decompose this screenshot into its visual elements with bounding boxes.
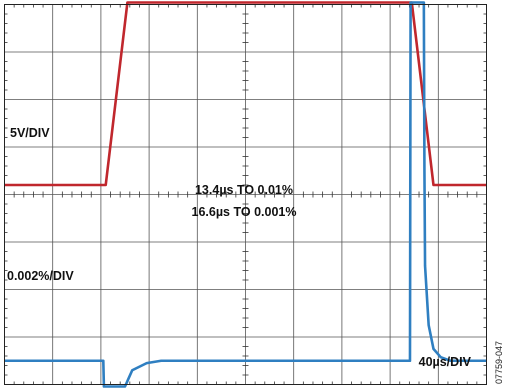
plot-frame: [4, 4, 487, 385]
graticule: [4, 4, 487, 385]
traces: [4, 1, 487, 388]
lower-channel-scale-label: 0.002%/DIV: [7, 269, 74, 283]
upper-trace: [4, 1, 487, 187]
settling-annotation-2: 16.6µs TO 0.001%: [192, 205, 297, 219]
figure-id: 07759-047: [494, 341, 504, 384]
settling-annotation-1: 13.4µs TO 0.01%: [195, 183, 293, 197]
upper-channel-scale-label: 5V/DIV: [10, 126, 50, 140]
time-scale-label: 40µs/DIV: [419, 355, 472, 369]
lower-trace: [4, 1, 487, 388]
